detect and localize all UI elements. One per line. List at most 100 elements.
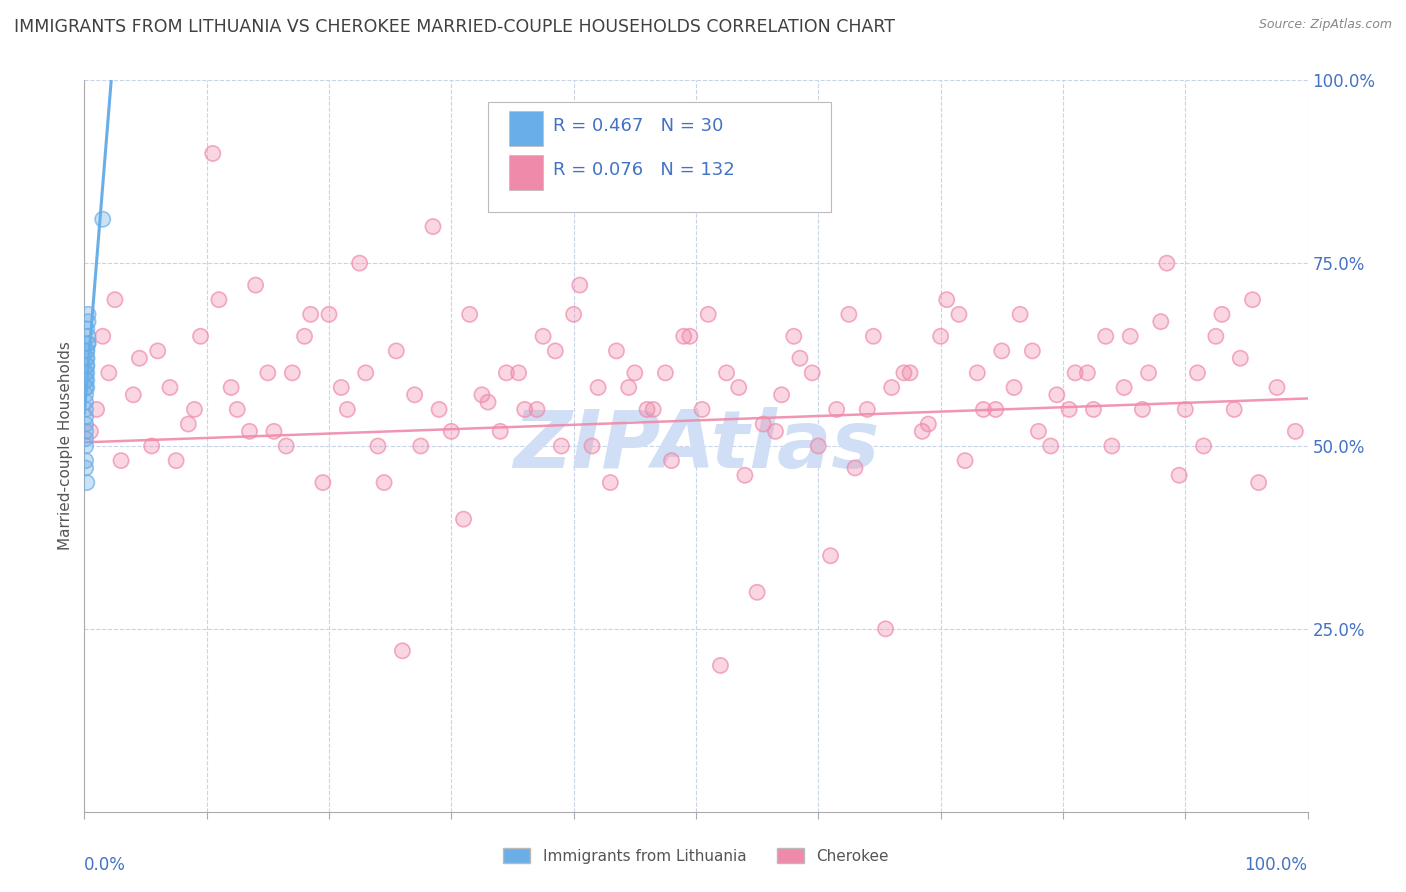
Point <box>281 366 304 380</box>
Point <box>825 402 848 417</box>
Point <box>219 380 242 394</box>
Point <box>367 439 389 453</box>
Point <box>820 549 842 563</box>
Point <box>801 366 824 380</box>
Point <box>76 380 98 394</box>
Point <box>122 388 145 402</box>
Point <box>76 351 98 366</box>
Point <box>75 461 97 475</box>
Point <box>661 453 683 467</box>
Text: Source: ZipAtlas.com: Source: ZipAtlas.com <box>1258 18 1392 31</box>
Point <box>1094 329 1116 343</box>
Point <box>1010 307 1032 321</box>
Point <box>391 644 413 658</box>
Point <box>238 425 260 439</box>
Point <box>91 329 114 343</box>
Point <box>1010 307 1032 321</box>
Point <box>1119 329 1142 343</box>
Point <box>953 453 976 467</box>
Point <box>76 322 98 336</box>
Point <box>984 402 1007 417</box>
Point <box>1083 402 1105 417</box>
Text: ZIPAtlas: ZIPAtlas <box>513 407 879 485</box>
Point <box>458 307 481 321</box>
Point <box>76 359 98 373</box>
Point <box>349 256 371 270</box>
Point <box>1064 366 1087 380</box>
Point <box>783 329 806 343</box>
Point <box>219 380 242 394</box>
Point <box>789 351 811 366</box>
Point <box>75 366 97 380</box>
Point <box>893 366 915 380</box>
Point <box>508 366 530 380</box>
Point <box>75 453 97 467</box>
Point <box>1057 402 1080 417</box>
Point <box>568 278 591 293</box>
Point <box>77 329 100 343</box>
Point <box>838 307 860 321</box>
Point <box>294 329 316 343</box>
Point <box>844 461 866 475</box>
Point <box>208 293 231 307</box>
Point <box>104 293 127 307</box>
Point <box>77 336 100 351</box>
Point <box>752 417 775 431</box>
Point <box>789 351 811 366</box>
Point <box>495 366 517 380</box>
Point <box>76 359 98 373</box>
Point <box>409 439 432 453</box>
Point <box>349 256 371 270</box>
Point <box>453 512 475 526</box>
Point <box>330 380 353 394</box>
Text: IMMIGRANTS FROM LITHUANIA VS CHEROKEE MARRIED-COUPLE HOUSEHOLDS CORRELATION CHAR: IMMIGRANTS FROM LITHUANIA VS CHEROKEE MA… <box>14 18 896 36</box>
Point <box>1137 366 1160 380</box>
Point <box>208 293 231 307</box>
Point <box>76 359 98 373</box>
Point <box>991 343 1014 358</box>
Point <box>531 329 554 343</box>
Point <box>935 293 957 307</box>
Point <box>458 307 481 321</box>
Point <box>1211 307 1233 321</box>
Point <box>128 351 150 366</box>
Point <box>672 329 695 343</box>
Point <box>856 402 879 417</box>
Point <box>299 307 322 321</box>
Point <box>76 343 98 358</box>
Point <box>373 475 395 490</box>
Point <box>76 322 98 336</box>
Point <box>586 380 609 394</box>
Point <box>1101 439 1123 453</box>
Point <box>75 373 97 387</box>
Point <box>409 439 432 453</box>
Point <box>471 388 494 402</box>
Point <box>75 425 97 439</box>
Y-axis label: Married-couple Households: Married-couple Households <box>58 342 73 550</box>
Point <box>1241 293 1264 307</box>
Point <box>1002 380 1025 394</box>
Point <box>75 380 97 394</box>
Point <box>226 402 249 417</box>
Point <box>76 351 98 366</box>
Point <box>984 402 1007 417</box>
Point <box>1076 366 1098 380</box>
Point <box>110 453 132 467</box>
Point <box>77 329 100 343</box>
Point <box>643 402 665 417</box>
Point <box>1101 439 1123 453</box>
Point <box>1265 380 1288 394</box>
Point <box>856 402 879 417</box>
Point <box>75 425 97 439</box>
Point <box>1021 343 1043 358</box>
Point <box>697 307 720 321</box>
Point <box>471 388 494 402</box>
Point <box>104 293 127 307</box>
Point <box>75 395 97 409</box>
Point <box>747 585 769 599</box>
Bar <box>509 155 543 190</box>
Point <box>1046 388 1069 402</box>
Point <box>1119 329 1142 343</box>
Point <box>697 307 720 321</box>
Point <box>1168 468 1191 483</box>
